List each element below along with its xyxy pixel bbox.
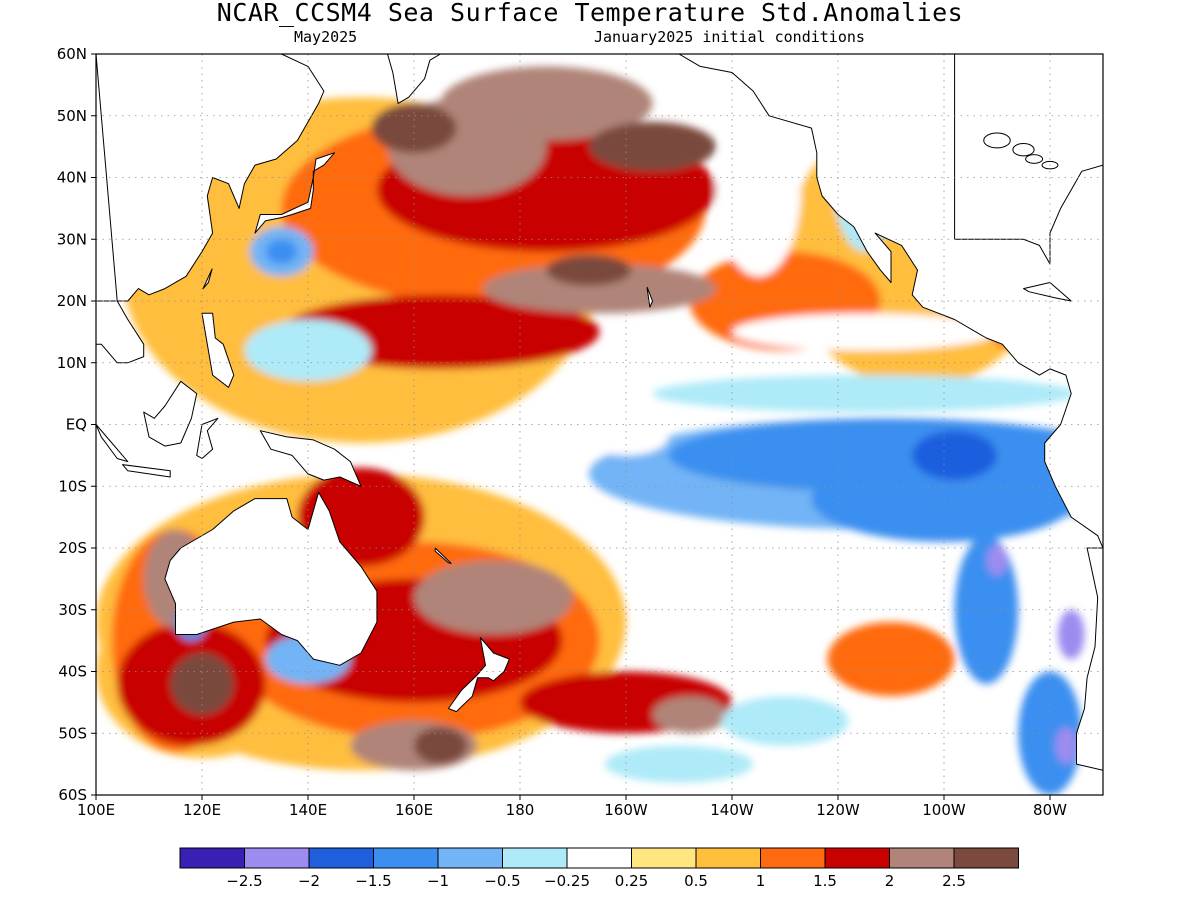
land-south-america-east: [1076, 547, 1103, 771]
colorbar-swatch: [566, 847, 632, 869]
land-taiwan: [202, 268, 213, 290]
sst-anomaly-region: [482, 263, 717, 314]
colorbar: −2.5 −2 −1.5 −1 −0.5 −0.25 0.25 0.5 1 1.5 2 2.5: [179, 847, 1019, 890]
colorbar-label: 0.25: [615, 872, 648, 890]
land-great-lakes: [1041, 160, 1059, 170]
lat-tick-label: 10S: [58, 477, 87, 495]
sst-anomaly-region: [265, 239, 298, 264]
colorbar-swatch: [760, 847, 826, 869]
land-kamchatka: [387, 54, 441, 104]
sst-anomaly-region: [583, 418, 669, 456]
colorbar-label: −1: [427, 872, 449, 890]
colorbar-label: 2: [885, 872, 895, 890]
land-asia: [96, 54, 325, 364]
lon-tick-label: 140W: [710, 801, 754, 819]
lon-tick-label: 120W: [816, 801, 860, 819]
colorbar-label: 1: [756, 872, 766, 890]
sst-anomaly-region: [716, 103, 801, 277]
lat-tick-label: 60S: [58, 786, 87, 804]
colorbar-swatch: [889, 847, 955, 869]
colorbar-swatch: [631, 847, 697, 869]
continents: [96, 54, 1103, 771]
land-philippines: [201, 312, 235, 388]
sst-anomaly-region: [244, 319, 372, 382]
colorbar-swatch: [824, 847, 890, 869]
sst-anomaly-region: [954, 535, 1019, 684]
lat-tick-label: 10N: [57, 354, 87, 372]
land-new-zealand: [447, 637, 510, 713]
colorbar-label: −1.5: [355, 872, 391, 890]
sst-anomaly-region: [652, 375, 1077, 413]
lat-tick-label: 20S: [58, 539, 87, 557]
land-new-guinea: [259, 430, 362, 487]
lon-tick-label: 80W: [1033, 801, 1067, 819]
sst-anomaly-region: [1055, 727, 1077, 765]
land-great-lakes: [1025, 154, 1044, 164]
lat-tick-label: 30N: [57, 230, 87, 248]
lat-tick-label: 60N: [57, 45, 87, 63]
lon-tick-label: 120E: [183, 801, 221, 819]
land-borneo: [143, 380, 198, 447]
sst-anomaly-region: [912, 430, 997, 481]
sst-anomaly-region: [604, 745, 754, 783]
initial-conditions: January2025 initial conditions: [594, 28, 865, 46]
lat-tick-label: 30S: [58, 601, 87, 619]
land-gulf-coast: [954, 54, 1103, 265]
land-japan: [254, 152, 335, 234]
sst-anomaly-region: [588, 121, 717, 172]
colorbar-swatch: [502, 847, 568, 869]
lon-tick-label: 180: [506, 801, 535, 819]
colorbar-label: −0.25: [544, 872, 590, 890]
sst-anomaly-region: [986, 545, 1008, 576]
land-australia: [164, 491, 378, 666]
sst-anomaly-region: [414, 560, 573, 635]
land-great-lakes: [1012, 143, 1035, 157]
sst-anomaly-region: [811, 455, 1077, 542]
colorbar-label: −2: [298, 872, 320, 890]
sst-anomaly-region: [1018, 671, 1082, 795]
sst-anomaly-region: [170, 653, 234, 715]
forecast-month: May2025: [294, 28, 358, 46]
latitude-axis: 60N 50N 40N 30N 20N 10N EQ 10S 20S 30S 40S 50S 60S: [57, 45, 96, 804]
lon-tick-label: 140E: [289, 801, 327, 819]
sst-anomaly-region: [827, 622, 955, 697]
lon-tick-label: 160E: [395, 801, 433, 819]
colorbar-swatch: [953, 847, 1019, 869]
lat-tick-label: EQ: [66, 416, 87, 434]
colorbar-swatch: [373, 847, 439, 869]
colorbar-label: 0.5: [684, 872, 708, 890]
grid-lines: [96, 54, 1103, 795]
sst-anomaly-region: [546, 254, 632, 286]
lon-tick-label: 100E: [77, 801, 115, 819]
lat-tick-label: 40N: [57, 169, 87, 187]
sst-anomaly-region: [721, 696, 849, 746]
colorbar-swatch: [695, 847, 761, 869]
colorbar-swatch: [437, 847, 503, 869]
colorbar-swatch: [179, 847, 245, 869]
lon-tick-label: 100W: [922, 801, 966, 819]
land-great-lakes: [983, 132, 1011, 149]
colorbar-label: 2.5: [942, 872, 966, 890]
map-title: NCAR_CCSM4 Sea Surface Temperature Std.A…: [216, 0, 964, 27]
lat-tick-label: 50N: [57, 107, 87, 125]
colorbar-swatch: [244, 847, 310, 869]
lon-tick-label: 160W: [604, 801, 648, 819]
land-java: [122, 464, 171, 478]
lat-tick-label: 50S: [58, 724, 87, 742]
lat-tick-label: 20N: [57, 292, 87, 310]
sst-anomaly-region: [1057, 609, 1085, 660]
colorbar-label: −2.5: [226, 872, 262, 890]
land-cuba: [1023, 282, 1072, 302]
land-new-caledonia: [434, 547, 452, 564]
colorbar-label: −0.5: [484, 872, 520, 890]
longitude-axis: 100E 120E 140E 160E 180 160W 140W 120W 100W 80W: [77, 795, 1067, 819]
sst-anomaly-region: [414, 727, 467, 765]
sst-anomaly-region: [732, 313, 997, 351]
land-sumatra: [96, 424, 129, 463]
lat-tick-label: 40S: [58, 663, 87, 681]
colorbar-label: 1.5: [813, 872, 837, 890]
sst-anomaly-region: [652, 696, 727, 734]
colorbar-swatch: [308, 847, 374, 869]
